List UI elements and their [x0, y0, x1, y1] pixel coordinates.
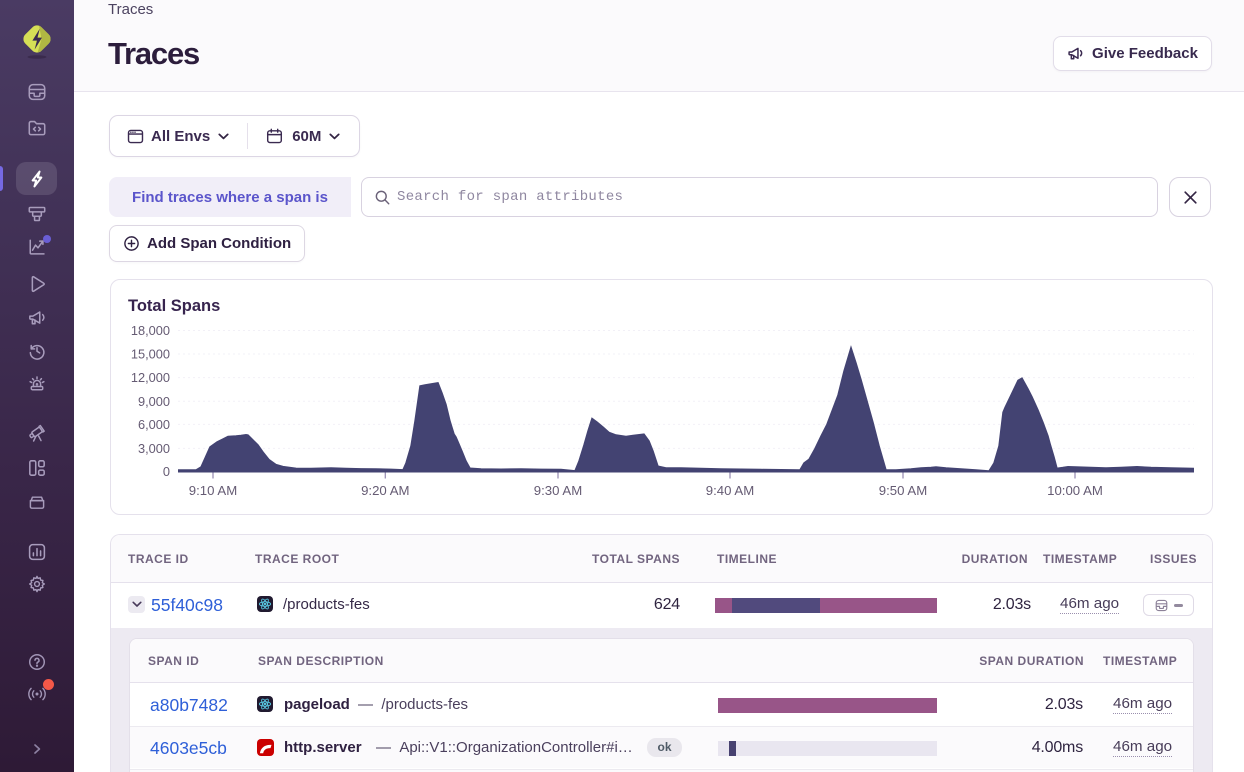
- svg-text:10:00 AM: 10:00 AM: [1047, 483, 1103, 498]
- svg-text:15,000: 15,000: [131, 347, 170, 362]
- svg-text:9:30 AM: 9:30 AM: [534, 483, 582, 498]
- svg-text:9:50 AM: 9:50 AM: [879, 483, 927, 498]
- svg-text:0: 0: [163, 464, 170, 479]
- svg-text:3,000: 3,000: [138, 441, 170, 456]
- svg-text:9:40 AM: 9:40 AM: [706, 483, 754, 498]
- svg-text:6,000: 6,000: [138, 417, 170, 432]
- svg-text:9:20 AM: 9:20 AM: [361, 483, 409, 498]
- svg-text:12,000: 12,000: [131, 370, 170, 385]
- svg-text:9:10 AM: 9:10 AM: [189, 483, 237, 498]
- svg-text:9,000: 9,000: [138, 394, 170, 409]
- svg-text:18,000: 18,000: [131, 323, 170, 338]
